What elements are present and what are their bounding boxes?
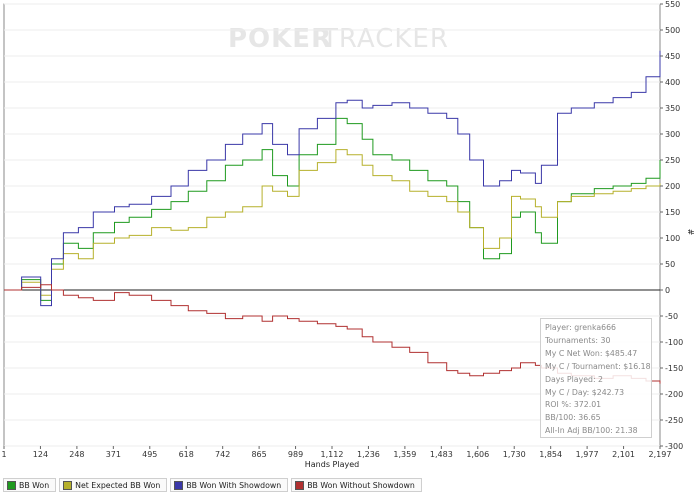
y-tick-label: 50 bbox=[665, 260, 675, 269]
stat-per-tournament: My C / Tournament: $16.18 bbox=[545, 361, 651, 371]
y-tick-label: 550 bbox=[665, 0, 680, 9]
stat-per-day: My C / Day: $242.73 bbox=[545, 387, 625, 397]
legend-label: Net Expected BB Won bbox=[75, 480, 161, 490]
x-tick-label: 2,101 bbox=[612, 450, 635, 459]
stats-box: Player: grenka666 Tournaments: 30 My C N… bbox=[540, 318, 652, 438]
x-tick-label: 2,197 bbox=[649, 450, 672, 459]
x-tick-label: 495 bbox=[142, 450, 157, 459]
y-tick-label: -250 bbox=[665, 416, 683, 425]
x-tick-label: 865 bbox=[251, 450, 266, 459]
y-tick-label: 100 bbox=[665, 234, 680, 243]
y-axis: -300 -250 -200 -150 -100 -50 0 50 100 150 200 250 30… bbox=[660, 0, 683, 451]
y-tick-label: -100 bbox=[665, 338, 683, 347]
x-tick-label: 1,359 bbox=[393, 450, 416, 459]
x-tick-label: 618 bbox=[179, 450, 194, 459]
stat-days-played: Days Played: 2 bbox=[545, 374, 604, 384]
x-tick-label: 1,112 bbox=[321, 450, 344, 459]
legend-item-bb-won[interactable]: BB Won bbox=[3, 478, 57, 492]
x-tick-label: 1,236 bbox=[357, 450, 380, 459]
legend-item-net-expected[interactable]: Net Expected BB Won bbox=[59, 478, 168, 492]
legend: BB Won Net Expected BB Won BB Won With S… bbox=[3, 478, 425, 492]
x-tick-label: 248 bbox=[69, 450, 84, 459]
x-tick-label: 742 bbox=[215, 450, 230, 459]
x-tick-label: 1,483 bbox=[430, 450, 453, 459]
series-line-1 bbox=[4, 149, 661, 296]
legend-swatch bbox=[7, 480, 16, 490]
legend-label: BB Won Without Showdown bbox=[307, 480, 415, 490]
y-tick-label: 400 bbox=[665, 78, 680, 87]
legend-swatch bbox=[295, 480, 305, 490]
y-tick-label: 350 bbox=[665, 104, 680, 113]
x-tick-label: 124 bbox=[33, 450, 48, 459]
y-tick-label: -200 bbox=[665, 390, 683, 399]
y-tick-label: 450 bbox=[665, 52, 680, 61]
y-tick-label: -50 bbox=[665, 312, 678, 321]
x-axis: 1 124 248 371 495 618 742 865 989 1,112 1,236 1,359… bbox=[1, 446, 671, 459]
y-tick-label: 0 bbox=[665, 286, 670, 295]
stat-net-won: My C Net Won: $485.47 bbox=[545, 348, 638, 358]
y-axis-label: # bbox=[686, 229, 695, 236]
legend-item-without-showdown[interactable]: BB Won Without Showdown bbox=[291, 478, 422, 492]
watermark-poker: POKER bbox=[228, 24, 332, 54]
legend-swatch bbox=[174, 480, 184, 490]
legend-label: BB Won bbox=[19, 480, 50, 490]
y-tick-label: 150 bbox=[665, 208, 680, 217]
stat-tournaments: Tournaments: 30 bbox=[545, 335, 611, 345]
watermark-tracker: TRACKER bbox=[321, 24, 449, 54]
series-line-0 bbox=[4, 117, 661, 301]
x-tick-label: 1,854 bbox=[539, 450, 562, 459]
x-tick-label: 1 bbox=[1, 450, 6, 459]
stat-allin-adj: All-In Adj BB/100: 21.38 bbox=[545, 426, 638, 436]
y-tick-label: 250 bbox=[665, 156, 680, 165]
stat-roi: ROI %: 372.01 bbox=[545, 400, 602, 410]
legend-label: BB Won With Showdown bbox=[186, 480, 282, 490]
y-tick-label: -300 bbox=[665, 442, 683, 451]
x-tick-label: 371 bbox=[106, 450, 121, 459]
x-axis-label: Hands Played bbox=[305, 460, 359, 469]
series-line-2 bbox=[4, 50, 661, 307]
y-tick-label: 500 bbox=[665, 26, 680, 35]
x-tick-label: 1,977 bbox=[576, 450, 599, 459]
y-tick-label: 200 bbox=[665, 182, 680, 191]
y-tick-label: -150 bbox=[665, 364, 683, 373]
x-tick-label: 1,606 bbox=[466, 450, 489, 459]
stat-player: Player: grenka666 bbox=[545, 323, 616, 332]
y-tick-label: 300 bbox=[665, 130, 680, 139]
stat-bb100: BB/100: 36.65 bbox=[545, 413, 601, 423]
legend-item-with-showdown[interactable]: BB Won With Showdown bbox=[170, 478, 289, 492]
legend-swatch bbox=[63, 480, 73, 490]
x-tick-label: 989 bbox=[288, 450, 303, 459]
x-tick-label: 1,730 bbox=[503, 450, 526, 459]
